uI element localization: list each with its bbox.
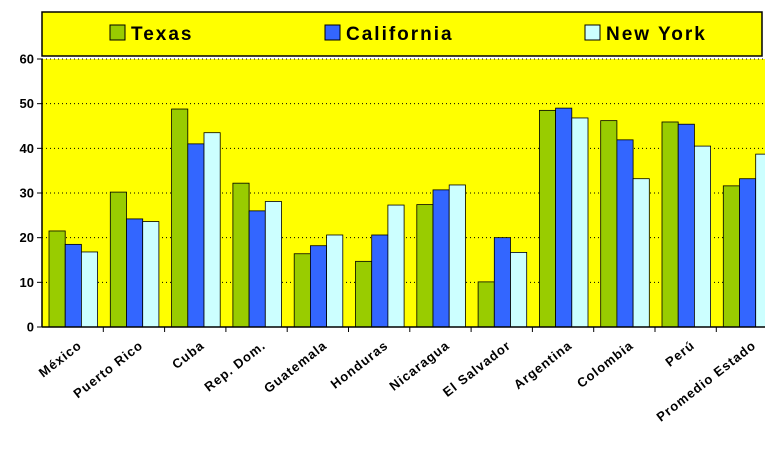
legend-box: [41, 11, 763, 57]
x-tick-label: Colombia: [574, 338, 636, 391]
bar-california: [677, 123, 695, 328]
y-tick-label: 30: [20, 186, 34, 201]
bar-california: [616, 139, 634, 328]
bar-new-york: [264, 201, 282, 328]
legend-label: Texas: [131, 24, 193, 45]
bar-california: [187, 143, 205, 328]
y-tick-label: 40: [20, 141, 34, 156]
bar-texas: [109, 191, 127, 328]
y-tick-label: 0: [27, 320, 34, 335]
x-tick-label: Promedio Estado: [653, 338, 758, 425]
x-tick-label: Guatemala: [261, 338, 330, 396]
bar-california: [371, 234, 389, 328]
legend-swatch: [324, 24, 341, 41]
bar-new-york: [387, 204, 405, 328]
bar-california: [493, 237, 511, 328]
bar-new-york: [203, 132, 221, 328]
y-tick-labels: 0 10 20 30 40 50 60: [20, 52, 34, 335]
bar-california: [309, 245, 327, 328]
x-tick-label: Honduras: [328, 338, 391, 392]
bar-texas: [477, 281, 495, 328]
bar-new-york: [142, 221, 160, 328]
bar-california: [739, 178, 757, 328]
legend-swatch: [584, 24, 601, 41]
x-tick-label: El Salvador: [440, 338, 514, 400]
bar-california: [248, 210, 266, 328]
bar-texas: [722, 185, 740, 328]
bar-texas: [355, 260, 373, 328]
axes: [37, 58, 765, 332]
bar-texas: [661, 121, 679, 328]
bar-texas: [539, 109, 557, 328]
bar-california: [64, 243, 82, 328]
legend: Texas California New York: [109, 24, 707, 45]
x-tick-label: Rep. Dom.: [201, 338, 268, 395]
bar-texas: [600, 120, 618, 328]
bar-texas: [293, 253, 311, 328]
y-tick-label: 10: [20, 275, 34, 290]
legend-label: New York: [606, 24, 707, 45]
bar-california: [432, 189, 450, 328]
bar-texas: [232, 182, 250, 328]
legend-label: California: [346, 24, 454, 45]
y-tick-label: 50: [20, 96, 34, 111]
bar-new-york: [510, 252, 528, 328]
bar-new-york: [632, 178, 650, 328]
bars: [48, 107, 765, 328]
y-tick-label: 20: [20, 230, 34, 245]
bar-new-york: [81, 251, 99, 328]
bar-california: [555, 107, 573, 328]
bar-new-york: [571, 117, 589, 328]
legend-swatch: [109, 24, 126, 41]
x-tick-label: Perú: [662, 338, 697, 370]
bar-california: [126, 218, 144, 328]
x-tick-label: Cuba: [169, 338, 207, 372]
y-tick-label: 60: [20, 52, 34, 67]
bar-new-york: [448, 184, 466, 328]
x-tick-label: México: [36, 338, 85, 381]
x-tick-label: Argentina: [511, 338, 575, 393]
bar-new-york: [755, 153, 765, 328]
bar-texas: [416, 204, 434, 328]
bar-new-york: [326, 234, 344, 328]
bar-texas: [171, 108, 189, 328]
bar-texas: [48, 230, 66, 328]
bar-new-york: [694, 145, 712, 328]
